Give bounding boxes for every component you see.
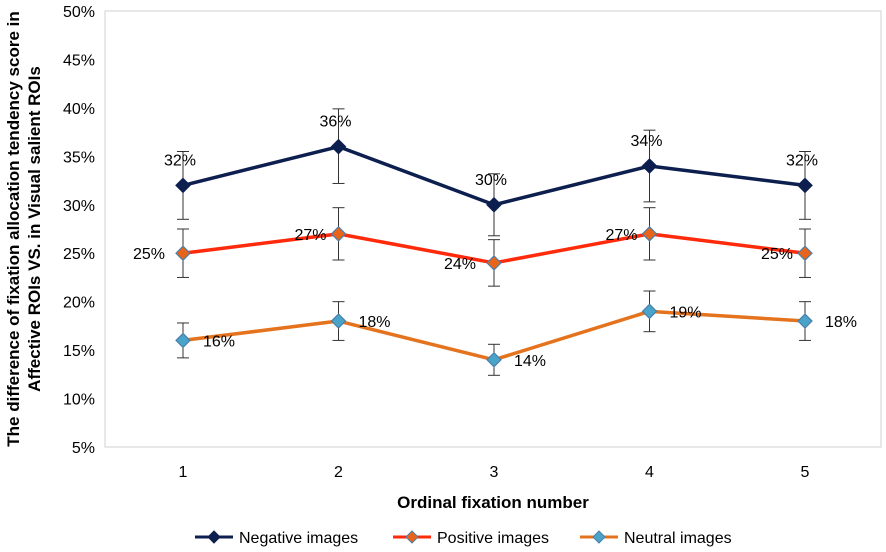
data-label: 18%: [825, 314, 857, 331]
y-tick-label: 15%: [63, 343, 95, 360]
data-label: 16%: [203, 333, 235, 350]
legend-label: Negative images: [239, 530, 358, 547]
data-point-marker: [330, 138, 347, 155]
y-tick-label: 25%: [63, 246, 95, 263]
data-label: 30%: [475, 172, 507, 189]
data-point-marker: [641, 303, 658, 320]
data-point-marker: [486, 255, 502, 271]
series-negative-images: 32% 36% 30% 34% 32%: [164, 108, 818, 237]
legend-marker: [207, 530, 221, 544]
data-point-marker: [486, 196, 502, 213]
data-label: 27%: [294, 227, 326, 244]
legend-label: Positive images: [437, 530, 549, 547]
data-point-marker: [330, 313, 347, 329]
data-label: 25%: [133, 246, 165, 263]
data-point-marker: [175, 332, 191, 349]
y-tick-label: 35%: [63, 149, 95, 166]
data-point-marker: [175, 245, 191, 262]
y-tick-label: 5%: [72, 440, 95, 457]
y-axis-title-line: The difference of fixation allocation te…: [4, 11, 23, 446]
y-tick-label: 40%: [63, 101, 95, 118]
data-label: 32%: [786, 152, 818, 169]
data-point-marker: [797, 313, 813, 329]
y-tick-label: 45%: [63, 52, 95, 69]
data-label: 36%: [319, 114, 351, 131]
plot-area-border: [104, 10, 882, 448]
series-positive-images: 25% 27% 24% 27% 25%: [133, 207, 813, 287]
data-point-marker: [641, 225, 658, 242]
data-point-marker: [330, 225, 347, 242]
x-tick-label: 3: [490, 464, 499, 481]
data-label: 27%: [605, 227, 637, 244]
data-point-marker: [797, 245, 813, 262]
data-point-marker: [175, 177, 191, 194]
data-label: 19%: [670, 304, 702, 321]
data-label: 18%: [359, 314, 391, 331]
x-tick-label: 2: [334, 464, 343, 481]
legend-item: Negative images: [195, 530, 358, 547]
y-axis-title: The difference of fixation allocation te…: [4, 11, 44, 446]
x-tick-label: 1: [179, 464, 188, 481]
data-label: 34%: [630, 133, 662, 150]
legend-item: Positive images: [393, 530, 549, 547]
y-tick-label: 20%: [63, 295, 95, 312]
legend-marker: [405, 530, 419, 544]
y-tick-label: 30%: [63, 198, 95, 215]
legend-label: Neutral images: [624, 530, 732, 547]
data-label: 24%: [444, 256, 476, 273]
legend-item: Neutral images: [580, 530, 732, 547]
x-axis-title: Ordinal fixation number: [397, 493, 589, 512]
data-label: 32%: [164, 152, 196, 169]
x-tick-label: 4: [645, 464, 654, 481]
legend-marker: [592, 530, 606, 544]
data-point-marker: [486, 351, 502, 368]
data-point-marker: [641, 158, 658, 174]
y-tick-label: 50%: [63, 4, 95, 21]
data-point-marker: [797, 177, 813, 194]
data-label: 25%: [761, 246, 793, 263]
data-label: 14%: [514, 353, 546, 370]
series-neutral-images: 16% 18% 14% 19% 18%: [175, 290, 857, 376]
y-axis-title-line: Affective ROIs VS. in Visual salient ROI…: [25, 66, 44, 392]
x-tick-label: 5: [801, 464, 810, 481]
y-tick-label: 10%: [63, 392, 95, 409]
